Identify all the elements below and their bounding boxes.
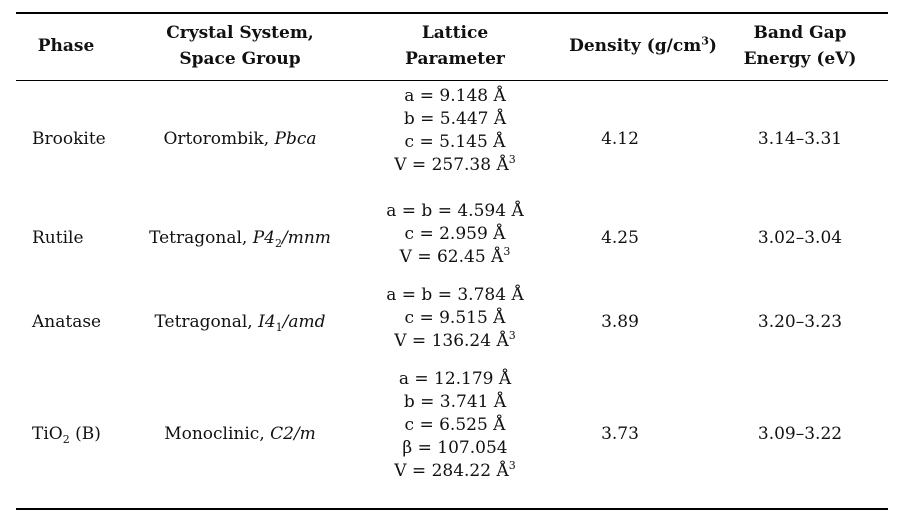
row-anatase-band-gap: 3.20–3.23 <box>757 312 843 332</box>
lattice-a: a = 12.179 Å <box>398 369 512 389</box>
header-band-gap: Band Gap Energy (eV) <box>740 20 860 72</box>
lattice-ab: a = b = 3.784 Å <box>386 285 524 305</box>
phase-text: Anatase <box>32 312 102 332</box>
header-rule <box>16 80 888 81</box>
lattice-volume-text: V = 62.45 Å <box>399 247 504 267</box>
space-group-text: I4 <box>258 312 276 332</box>
header-density-exponent: 3 <box>701 34 709 48</box>
header-crystal-system: Crystal System, Space Group <box>140 20 340 72</box>
row-rutile-phase: Rutile <box>32 227 84 249</box>
space-group-text: Pbca <box>274 129 317 149</box>
lattice-volume-exponent: 3 <box>508 329 516 342</box>
space-group-suffix: /amd <box>282 312 326 332</box>
row-brookite-density: 4.12 <box>601 129 639 149</box>
row-anatase-density: 3.89 <box>601 312 639 332</box>
top-rule <box>16 12 888 14</box>
row-tio2b-phase: TiO2 (B) <box>32 423 101 445</box>
phase-text: Rutile <box>32 228 84 248</box>
row-brookite-crystal: Ortorombik, Pbca <box>140 128 340 150</box>
row-rutile-band-gap: 3.02–3.04 <box>757 228 843 248</box>
row-anatase-lattice: a = b = 3.784 Å c = 9.515 Å V = 136.24 Å… <box>370 284 540 353</box>
row-tio2b-density: 3.73 <box>601 424 639 444</box>
header-band-line1: Band Gap <box>753 23 847 43</box>
lattice-b: b = 5.447 Å <box>403 109 507 129</box>
phase-suffix: (B) <box>69 424 101 444</box>
row-tio2b-crystal: Monoclinic, C2/m <box>140 423 340 445</box>
row-anatase-phase: Anatase <box>32 311 101 333</box>
header-lattice-line1: Lattice <box>421 23 489 43</box>
header-density-close: ) <box>708 36 717 56</box>
row-rutile-lattice: a = b = 4.594 Å c = 2.959 Å V = 62.45 Å3 <box>370 200 540 269</box>
lattice-volume-text: V = 284.22 Å <box>394 461 509 481</box>
header-crystal-line1: Crystal System, <box>166 23 314 43</box>
header-crystal-line2: Space Group <box>179 49 301 69</box>
lattice-volume: V = 257.38 Å3 <box>370 154 540 177</box>
row-rutile-crystal: Tetragonal, P42/mnm <box>140 227 340 249</box>
crystal-system-text: Ortorombik, <box>163 129 275 149</box>
row-anatase-crystal: Tetragonal, I41/amd <box>140 311 340 333</box>
lattice-volume: V = 284.22 Å3 <box>370 460 540 483</box>
header-band-line2: Energy (eV) <box>743 49 857 69</box>
space-group-text: P4 <box>252 228 275 248</box>
lattice-c: c = 2.959 Å <box>404 224 506 244</box>
lattice-c: c = 9.515 Å <box>404 308 506 328</box>
header-lattice-parameter: Lattice Parameter <box>370 20 540 72</box>
phase-text: Brookite <box>32 129 106 149</box>
header-phase-text: Phase <box>37 36 95 56</box>
phase-subscript: 2 <box>62 433 70 446</box>
space-group-subscript: 1 <box>275 321 283 334</box>
lattice-volume: V = 136.24 Å3 <box>370 330 540 353</box>
row-brookite-lattice: a = 9.148 Å b = 5.447 Å c = 5.145 Å V = … <box>370 85 540 177</box>
crystal-system-text: Tetragonal, <box>149 228 253 248</box>
row-tio2b-band-gap: 3.09–3.22 <box>757 424 843 444</box>
row-brookite-band-gap: 3.14–3.31 <box>757 129 843 149</box>
header-phase: Phase <box>26 33 106 59</box>
space-group-text: C2/m <box>270 424 316 444</box>
bottom-rule <box>16 508 888 510</box>
header-lattice-line2: Parameter <box>405 49 505 69</box>
lattice-c: c = 5.145 Å <box>404 132 506 152</box>
lattice-c: c = 6.525 Å <box>404 415 506 435</box>
lattice-volume-text: V = 136.24 Å <box>394 331 509 351</box>
lattice-a: a = 9.148 Å <box>404 86 506 106</box>
lattice-volume-text: V = 257.38 Å <box>394 155 509 175</box>
row-rutile-density: 4.25 <box>601 228 639 248</box>
phase-text: TiO <box>32 424 63 444</box>
crystal-system-text: Monoclinic, <box>164 424 271 444</box>
lattice-b: b = 3.741 Å <box>403 392 507 412</box>
lattice-volume: V = 62.45 Å3 <box>370 246 540 269</box>
space-group-suffix: /mnm <box>281 228 331 248</box>
header-density-text: Density (g/cm <box>569 36 702 56</box>
lattice-volume-exponent: 3 <box>503 245 511 258</box>
header-density: Density (g/cm3) <box>558 33 728 59</box>
crystal-system-text: Tetragonal, <box>154 312 259 332</box>
lattice-volume-exponent: 3 <box>508 459 516 472</box>
row-tio2b-lattice: a = 12.179 Å b = 3.741 Å c = 6.525 Å β =… <box>370 368 540 483</box>
space-group-subscript: 2 <box>274 237 282 250</box>
lattice-beta: β = 107.054 <box>402 438 508 458</box>
lattice-ab: a = b = 4.594 Å <box>386 201 524 221</box>
lattice-volume-exponent: 3 <box>508 153 516 166</box>
row-brookite-phase: Brookite <box>32 128 106 150</box>
